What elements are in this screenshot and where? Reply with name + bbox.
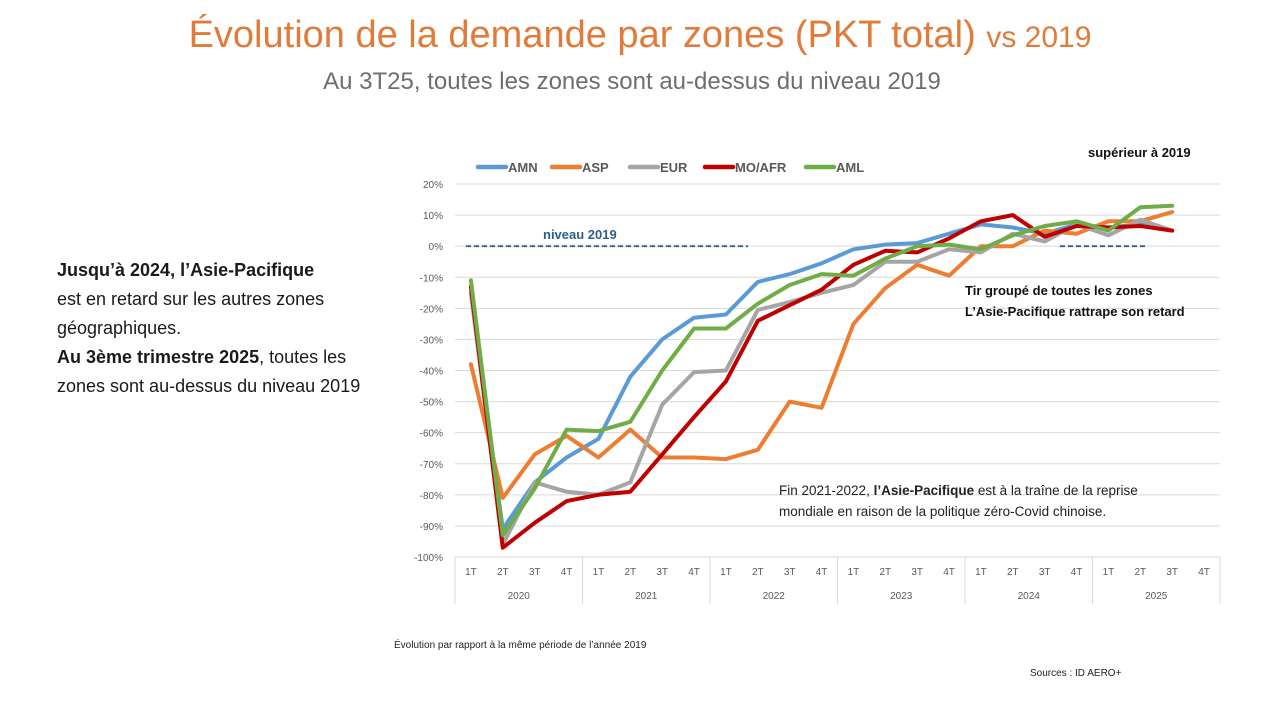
series-line-eur — [468, 217, 1175, 547]
x-tick-label-year: 2024 — [1018, 591, 1041, 602]
x-tick-label-quarter: 1T — [1103, 567, 1115, 578]
y-tick-label: -50% — [420, 398, 443, 409]
title-main: Évolution de la demande par zones (PKT t… — [188, 14, 976, 56]
legend-item: MO/AFR — [702, 160, 787, 175]
legend-label: MO/AFR — [735, 160, 787, 175]
annotation-fin-prefix: Fin 2021-2022, — [779, 483, 874, 498]
annotation-fin-bold: l’Asie-Pacifique — [873, 483, 975, 498]
x-tick-label-quarter: 3T — [784, 567, 796, 578]
x-axis: 1T 2T 3T 4T 2020 1T 2T 3T 4T 2021 1T 2T 3T 4T 2022 1T 2T… — [454, 557, 1221, 604]
title-suffix: vs 2019 — [986, 21, 1092, 54]
x-tick-label-year: 2022 — [763, 591, 786, 602]
series-line-aml — [468, 203, 1175, 538]
x-tick-label-quarter: 4T — [688, 567, 700, 578]
y-tick-label: -80% — [420, 491, 443, 502]
series-lines — [468, 203, 1175, 550]
commentary-bold-2: Au 3ème trimestre 2025 — [57, 347, 260, 367]
x-tick-label-quarter: 1T — [848, 567, 860, 578]
x-tick-label-quarter: 3T — [656, 567, 668, 578]
niveau-2019-label: niveau 2019 — [543, 227, 617, 242]
annotation-tir-line1: Tir groupé de toutes les zones — [965, 283, 1153, 298]
y-tick-label: -90% — [420, 522, 443, 533]
commentary-text-2: , toutes les zones sont au-dessus du niv… — [57, 347, 361, 396]
y-tick-label: 10% — [423, 211, 443, 222]
series-line-mo-afr — [468, 213, 1175, 550]
x-tick-label-quarter: 1T — [593, 567, 605, 578]
x-tick-label-quarter: 1T — [975, 567, 987, 578]
legend: AMN ASP EUR MO/AFR AML — [475, 160, 864, 175]
x-tick-label-quarter: 1T — [465, 567, 477, 578]
x-tick-label-quarter: 4T — [561, 567, 573, 578]
annotation-tir-line2: L’Asie-Pacifique rattrape son retard — [965, 304, 1185, 319]
x-tick-label-quarter: 4T — [816, 567, 828, 578]
annotation-tir-groupe: Tir groupé de toutes les zones L’Asie-Pa… — [965, 280, 1185, 322]
x-tick-label-quarter: 2T — [879, 567, 891, 578]
page-subtitle: Au 3T25, toutes les zones sont au-dessus… — [323, 68, 941, 95]
x-tick-label-quarter: 2T — [1007, 567, 1019, 578]
y-tick-label: 0% — [429, 242, 444, 253]
x-tick-label-quarter: 3T — [911, 567, 923, 578]
y-tick-label: -10% — [420, 273, 443, 284]
legend-item: AML — [803, 160, 864, 175]
sidebar-commentary: Jusqu’à 2024, l’Asie-Pacifique est en re… — [57, 256, 387, 401]
y-tick-label: -70% — [420, 460, 443, 471]
annotation-fin-line2: mondiale en raison de la politique zéro-… — [779, 504, 1107, 519]
x-tick-label-quarter: 4T — [943, 567, 955, 578]
commentary-bold-1: Jusqu’à 2024, l’Asie-Pacifique — [57, 260, 315, 280]
y-tick-label: -60% — [420, 429, 443, 440]
legend-label: EUR — [660, 160, 688, 175]
x-tick-label-quarter: 2T — [624, 567, 636, 578]
x-tick-label-year: 2020 — [508, 591, 531, 602]
y-tick-label: -20% — [420, 304, 443, 315]
y-tick-label: -30% — [420, 335, 443, 346]
y-tick-label: -100% — [414, 553, 443, 564]
legend-item: EUR — [627, 160, 688, 175]
series-line-asp — [468, 210, 1175, 500]
x-tick-label-quarter: 4T — [1071, 567, 1083, 578]
annotation-fin-rest: est à la traîne de la reprise — [974, 483, 1138, 498]
legend-item: ASP — [549, 160, 609, 175]
x-tick-label-quarter: 2T — [497, 567, 509, 578]
x-tick-label-quarter: 4T — [1198, 567, 1210, 578]
source-credit: Sources : ID AERO+ — [1030, 668, 1122, 679]
legend-label: ASP — [582, 160, 609, 175]
x-tick-label-quarter: 2T — [752, 567, 764, 578]
legend-label: AML — [836, 160, 864, 175]
x-tick-label-quarter: 3T — [1039, 567, 1051, 578]
legend-label: AMN — [508, 160, 538, 175]
x-tick-label-quarter: 2T — [1134, 567, 1146, 578]
annotation-superieur: supérieur à 2019 — [1088, 145, 1191, 160]
annotation-fin-2021: Fin 2021-2022, l’Asie-Pacifique est à la… — [779, 480, 1138, 522]
y-tick-label: -40% — [420, 367, 443, 378]
x-tick-label-year: 2025 — [1145, 591, 1168, 602]
x-tick-label-year: 2021 — [635, 591, 658, 602]
y-tick-label: 20% — [423, 180, 443, 191]
x-tick-label-quarter: 3T — [529, 567, 541, 578]
commentary-text-1: est en retard sur les autres zones géogr… — [57, 289, 325, 338]
x-tick-label-year: 2023 — [890, 591, 913, 602]
page-title: Évolution de la demande par zones (PKT t… — [0, 14, 1280, 57]
legend-item: AMN — [475, 160, 538, 175]
y-axis-ticks: 20% 10% 0% -10% -20% -30% -40% -50% -60% -70% -80%… — [414, 180, 443, 564]
x-tick-label-quarter: 3T — [1166, 567, 1178, 578]
x-tick-label-quarter: 1T — [720, 567, 732, 578]
footnote: Évolution par rapport à la même période … — [394, 640, 647, 651]
